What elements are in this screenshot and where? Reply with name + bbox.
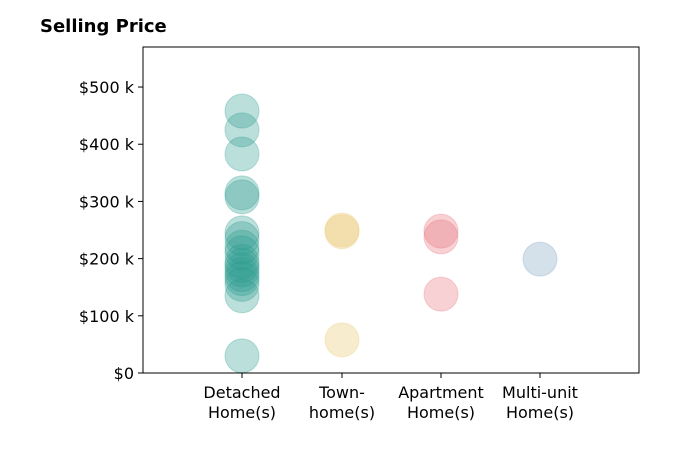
y-tick-label: $300 k	[79, 192, 135, 211]
data-point-1-2	[324, 322, 360, 358]
data-point-0-0	[224, 93, 260, 129]
chart-title: Selling Price	[40, 16, 167, 37]
data-point-0-14	[224, 266, 260, 302]
data-point-1-0	[324, 212, 360, 248]
data-point-0-9	[224, 243, 260, 279]
data-point-0-2	[224, 136, 260, 172]
plot-frame	[142, 46, 640, 374]
data-point-0-15	[224, 278, 260, 314]
data-point-0-1	[224, 112, 260, 148]
x-tick-label: Apartment Home(s)	[398, 383, 484, 422]
y-tick-label: $500 k	[79, 78, 135, 97]
data-point-0-16	[224, 338, 260, 374]
data-point-0-6	[224, 221, 260, 257]
data-point-0-10	[224, 247, 260, 283]
y-tick-label: $0	[114, 364, 134, 383]
data-point-2-0	[423, 213, 459, 249]
data-point-0-5	[224, 215, 260, 251]
data-point-0-11	[224, 252, 260, 288]
y-tick-label: $400 k	[79, 135, 135, 154]
data-point-1-1	[324, 214, 360, 250]
y-tick-label: $100 k	[79, 307, 135, 326]
x-tick-label: Town-home(s)	[309, 383, 375, 422]
data-point-0-4	[224, 179, 260, 215]
y-tick-label: $200 k	[79, 250, 135, 269]
data-point-0-13	[224, 261, 260, 297]
data-point-2-2	[423, 276, 459, 312]
data-point-3-0	[522, 241, 558, 277]
data-point-0-8	[224, 235, 260, 271]
data-point-0-3	[224, 175, 260, 211]
data-point-2-1	[423, 219, 459, 255]
data-point-0-7	[224, 229, 260, 265]
x-tick-label: Detached Home(s)	[203, 383, 280, 422]
data-point-0-12	[224, 257, 260, 293]
x-tick-label: Multi-unit Home(s)	[502, 383, 578, 422]
